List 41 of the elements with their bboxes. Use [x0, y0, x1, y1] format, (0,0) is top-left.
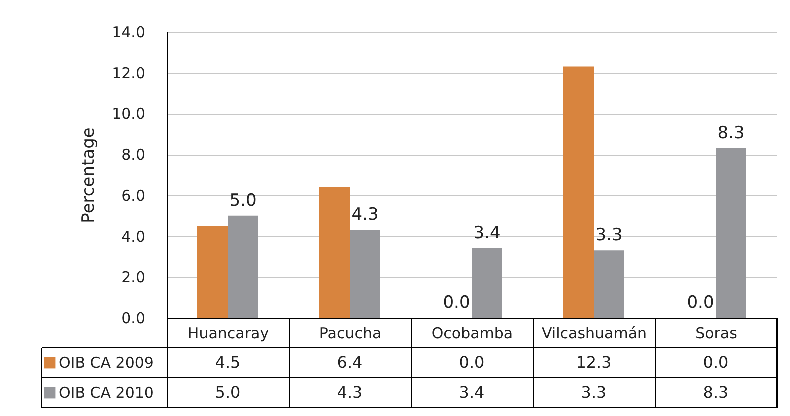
- data-label: 6.4: [337, 353, 363, 372]
- legend-label: OIB CA 2010: [59, 384, 154, 402]
- x-tick-label: Soras: [696, 324, 738, 342]
- annotation: 3.3: [596, 226, 623, 246]
- bar: [472, 248, 502, 318]
- legend-label: OIB CA 2009: [59, 354, 154, 372]
- y-tick-label: 4.0: [122, 228, 146, 246]
- y-axis-title: Percentage: [79, 128, 100, 224]
- y-tick-label: 0.0: [122, 310, 146, 328]
- bar: [594, 250, 624, 318]
- y-tick-label: 8.0: [122, 146, 146, 164]
- data-label: 8.3: [703, 383, 729, 402]
- data-label: 3.4: [459, 383, 485, 402]
- data-label: 4.5: [215, 353, 241, 372]
- y-tick-label: 6.0: [122, 186, 146, 205]
- x-tick-label: Huancaray: [188, 324, 270, 342]
- bar: [350, 230, 380, 318]
- data-label: 12.3: [576, 353, 612, 372]
- data-label: 5.0: [215, 383, 241, 402]
- x-tick-label: Pacucha: [319, 324, 382, 342]
- annotation: 4.3: [352, 205, 379, 226]
- data-label: 3.3: [581, 383, 607, 402]
- bar: [716, 148, 746, 318]
- data-label: 4.3: [337, 383, 363, 402]
- annotation: 3.4: [474, 224, 501, 244]
- y-tick-label: 12.0: [112, 64, 146, 82]
- data-label: 0.0: [703, 353, 729, 372]
- annotation: 0.0: [687, 293, 714, 313]
- bar: [198, 226, 228, 318]
- annotation: 5.0: [230, 190, 257, 211]
- bar: [228, 216, 258, 318]
- x-tick-label: Ocobamba: [432, 324, 514, 342]
- bar: [320, 187, 350, 318]
- x-tick-label: Vilcashuamán: [542, 324, 648, 342]
- annotation: 0.0: [443, 293, 470, 313]
- bar: [564, 66, 594, 318]
- data-label: 0.0: [459, 353, 485, 372]
- annotation: 8.3: [718, 123, 745, 144]
- y-tick-label: 10.0: [112, 105, 146, 124]
- y-tick-label: 14.0: [112, 24, 146, 42]
- y-tick-label: 2.0: [122, 268, 146, 287]
